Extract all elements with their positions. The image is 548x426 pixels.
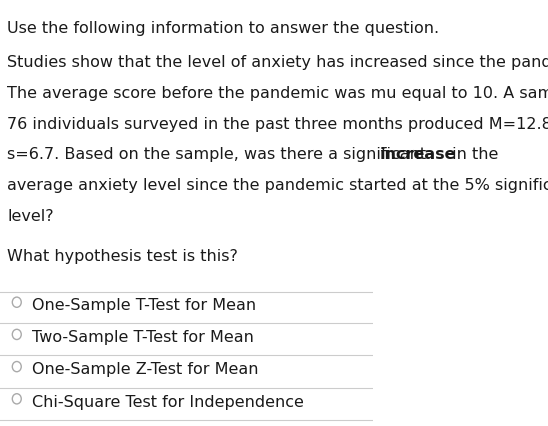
Text: in the: in the: [447, 147, 499, 162]
Text: Studies show that the level of anxiety has increased since the pandemic.: Studies show that the level of anxiety h…: [8, 55, 548, 70]
Text: One-Sample T-Test for Mean: One-Sample T-Test for Mean: [32, 298, 256, 313]
Text: 76 individuals surveyed in the past three months produced M=12.8 and: 76 individuals surveyed in the past thre…: [8, 117, 548, 132]
Text: One-Sample Z-Test for Mean: One-Sample Z-Test for Mean: [32, 363, 258, 377]
Text: s=6.7. Based on the sample, was there a significant: s=6.7. Based on the sample, was there a …: [8, 147, 432, 162]
Text: Two-Sample T-Test for Mean: Two-Sample T-Test for Mean: [32, 330, 254, 345]
Text: What hypothesis test is this?: What hypothesis test is this?: [8, 249, 238, 264]
Text: The average score before the pandemic was mu equal to 10. A sample of: The average score before the pandemic wa…: [8, 86, 548, 101]
Text: level?: level?: [8, 209, 54, 224]
Text: increase: increase: [380, 147, 456, 162]
Text: Use the following information to answer the question.: Use the following information to answer …: [8, 21, 439, 36]
Text: average anxiety level since the pandemic started at the 5% significance: average anxiety level since the pandemic…: [8, 178, 548, 193]
Text: Chi-Square Test for Independence: Chi-Square Test for Independence: [32, 394, 304, 409]
